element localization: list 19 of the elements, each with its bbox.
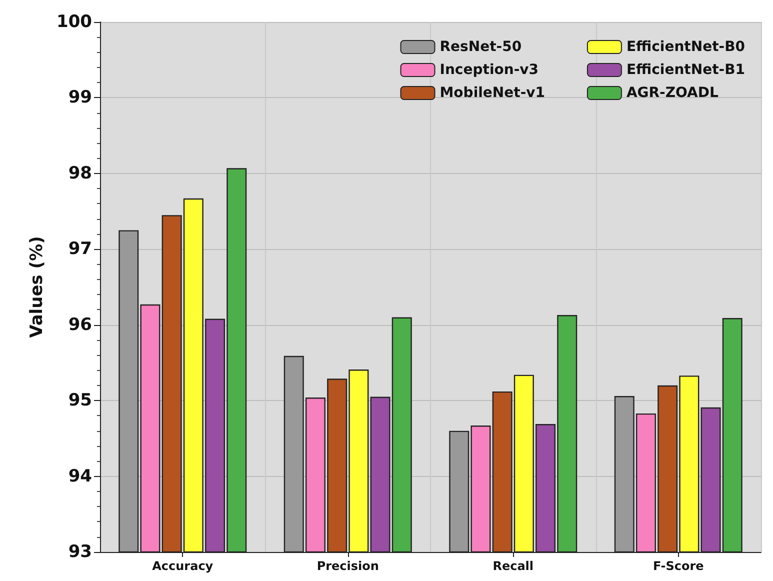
- x-tick-label: Recall: [492, 559, 534, 573]
- x-tick-label: Precision: [316, 559, 379, 573]
- y-tick-label: 96: [68, 314, 92, 335]
- x-tick-label: Accuracy: [152, 559, 214, 573]
- legend-label: ResNet-50: [440, 39, 522, 55]
- y-axis-title: Values (%): [27, 236, 48, 338]
- y-tick-label: 93: [68, 542, 92, 562]
- y-tick-label: 100: [56, 12, 92, 32]
- y-tick-label: 95: [68, 390, 92, 411]
- legend-label: Inception-v3: [440, 62, 539, 78]
- legend-label: AGR-ZOADL: [626, 85, 718, 101]
- legend-label: EfficientNet-B1: [626, 62, 746, 78]
- legend-label: EfficientNet-B0: [626, 39, 746, 55]
- y-tick-label: 99: [68, 88, 92, 108]
- y-tick-label: 97: [68, 239, 92, 260]
- y-tick-label: 94: [68, 466, 92, 486]
- x-tick-label: F-Score: [652, 559, 704, 573]
- y-tick-label: 98: [68, 163, 92, 184]
- legend-label: MobileNet-v1: [440, 85, 546, 101]
